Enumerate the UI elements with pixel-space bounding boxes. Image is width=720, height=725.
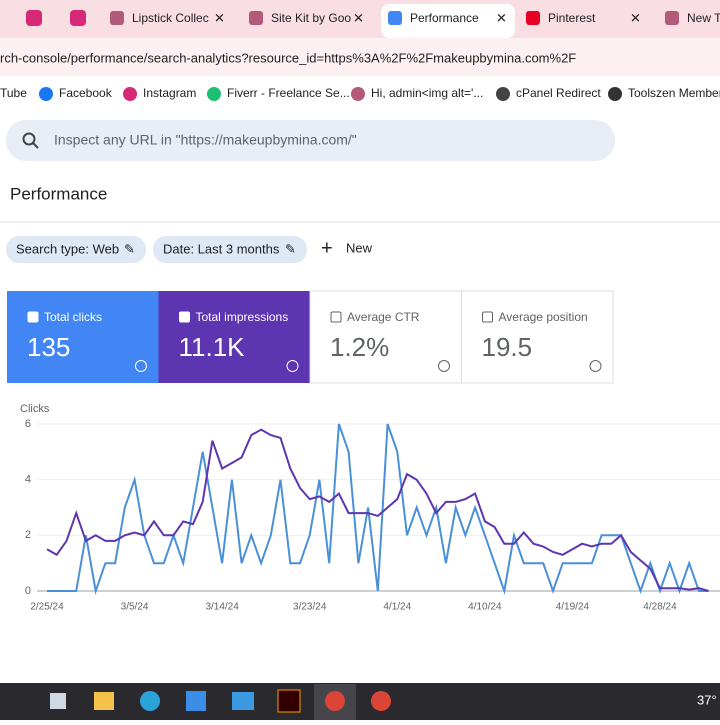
filter-chip[interactable] — [153, 236, 307, 263]
filter-label[interactable]: Search type: Web — [16, 241, 119, 256]
tab-icon — [249, 11, 263, 25]
plus-icon: + — [321, 237, 333, 259]
checkbox — [330, 311, 342, 323]
tab-close[interactable]: ✕ — [214, 10, 225, 25]
tab-title[interactable]: Performance — [410, 11, 479, 25]
edit-icon: ✎ — [285, 241, 296, 256]
metric-card[interactable] — [7, 291, 159, 383]
taskbar-icon — [371, 691, 391, 711]
bookmark-icon — [608, 87, 622, 101]
bookmark-icon — [123, 87, 137, 101]
x-tick-label: 3/5/24 — [121, 602, 149, 613]
x-tick-label: 4/10/24 — [468, 602, 502, 613]
tab-icon — [665, 11, 679, 25]
tab-title[interactable]: Site Kit by Goo — [271, 11, 351, 25]
tab-close[interactable]: ✕ — [630, 10, 641, 25]
filter-chip[interactable] — [6, 236, 146, 263]
checkbox — [179, 311, 190, 323]
address-text[interactable]: rch-console/performance/search-analytics… — [0, 50, 576, 65]
taskbar-icon — [94, 692, 114, 710]
bookmark[interactable]: Facebook — [59, 86, 113, 100]
bookmark[interactable]: Toolszen Members — [628, 86, 720, 100]
bookmark[interactable]: Instagram — [143, 86, 196, 100]
help-icon — [589, 360, 602, 372]
taskbar — [0, 683, 720, 720]
tab-icon — [70, 10, 86, 26]
taskbar-icon — [232, 692, 254, 710]
new-button[interactable]: New — [346, 240, 373, 255]
y-tick-label: 4 — [25, 474, 31, 486]
metric-card[interactable] — [309, 290, 462, 384]
bookmark-icon — [351, 87, 365, 101]
tab-icon — [26, 10, 42, 26]
bookmark[interactable]: Hi, admin<img alt='... — [371, 86, 483, 100]
x-tick-label: 2/25/24 — [30, 602, 64, 613]
active-tab[interactable] — [381, 4, 515, 38]
search-icon — [22, 132, 36, 146]
search-box[interactable] — [6, 120, 615, 161]
edit-icon: ✎ — [124, 241, 135, 256]
page-title: Performance — [10, 184, 107, 203]
metric-label: Total impressions — [196, 310, 289, 324]
y-tick-label: 2 — [25, 529, 31, 541]
tab-title[interactable]: Lipstick Collec — [132, 11, 209, 25]
bookmark[interactable]: cPanel Redirect — [516, 86, 601, 100]
y-tick-label: 6 — [25, 418, 31, 430]
address-bar — [0, 38, 720, 76]
x-tick-label: 4/19/24 — [556, 602, 590, 613]
bookmark-icon — [496, 87, 510, 101]
taskbar-icon — [140, 691, 160, 711]
weather: 37° — [697, 692, 717, 707]
bookmark[interactable]: Fiverr - Freelance Se... — [227, 86, 350, 100]
bookmark-icon — [207, 87, 221, 101]
tab-close[interactable]: ✕ — [353, 10, 364, 25]
bookmark-icon — [39, 87, 53, 101]
metric-label: Total clicks — [44, 310, 102, 324]
metric-card[interactable] — [461, 290, 614, 384]
filter-label[interactable]: Date: Last 3 months — [163, 241, 280, 256]
taskbar-icon — [325, 691, 345, 711]
chart-panel — [7, 383, 720, 635]
next-card — [7, 663, 720, 683]
metric-value: 1.2% — [330, 332, 389, 362]
taskbar-icon — [50, 693, 66, 709]
metric-label: Average CTR — [347, 310, 420, 324]
search-icon — [32, 142, 39, 149]
x-tick-label: 4/28/24 — [643, 602, 677, 613]
taskbar-icon — [277, 689, 301, 713]
metric-value: 135 — [27, 332, 70, 362]
x-tick-label: 3/23/24 — [293, 602, 327, 613]
help-icon — [438, 360, 450, 372]
y-axis-label: Clicks — [20, 403, 50, 415]
tab-icon — [526, 11, 540, 25]
tab-close[interactable]: ✕ — [496, 10, 507, 25]
checkbox — [482, 311, 493, 323]
metric-value: 19.5 — [482, 332, 533, 362]
x-tick-label: 3/14/24 — [205, 602, 239, 613]
tab-title[interactable]: Pinterest — [548, 11, 596, 25]
checkbox — [27, 311, 39, 323]
help-icon — [135, 360, 147, 372]
search-placeholder: Inspect any URL in "https://makeupbymina… — [54, 132, 357, 148]
bookmark[interactable]: Tube — [0, 86, 27, 100]
metric-label: Average position — [499, 310, 588, 324]
metric-card[interactable] — [158, 291, 311, 383]
taskbar-icon — [186, 691, 206, 711]
x-tick-label: 4/1/24 — [383, 602, 411, 613]
y-tick-label: 0 — [25, 585, 31, 597]
metric-value: 11.1K — [179, 332, 246, 362]
tab-icon — [110, 11, 124, 25]
help-icon — [286, 360, 299, 372]
tab-title[interactable]: New Ta — [687, 11, 720, 25]
tab-icon — [388, 11, 402, 25]
series-line — [46, 428, 709, 592]
